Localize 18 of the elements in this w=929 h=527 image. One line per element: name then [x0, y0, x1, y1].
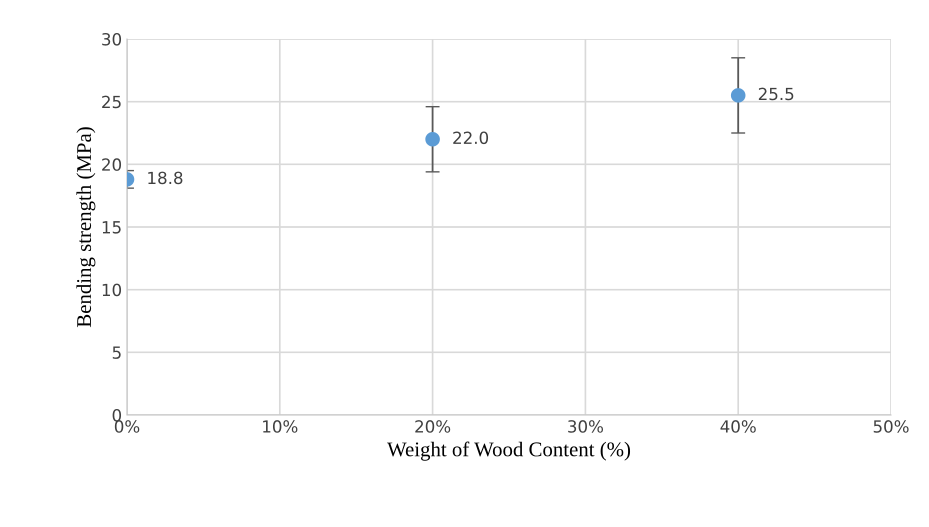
y-tick-label: 5 [112, 346, 121, 359]
x-tick-label: 10% [263, 420, 298, 433]
data-label: 18.8 [148, 172, 182, 184]
y-axis-title: Bending strength (MPa) [76, 127, 96, 328]
x-axis-title: Weight of Wood Content (%) [387, 442, 630, 461]
data-label: 22.0 [453, 131, 488, 144]
y-tick-label: 25 [102, 96, 121, 108]
y-tick-label: 30 [102, 32, 122, 46]
y-tick-label: 0 [112, 408, 122, 422]
data-label: 25.5 [758, 88, 794, 100]
x-tick-label: 20% [415, 420, 450, 433]
x-tick-label: 0% [114, 420, 140, 433]
y-tick-label: 15 [102, 221, 121, 234]
x-tick-label: 50% [874, 420, 909, 433]
y-tick-label: 10 [102, 284, 122, 296]
x-tick-label: 30% [568, 420, 603, 433]
y-tick-label: 20 [102, 158, 122, 171]
x-tick-label: 40% [720, 420, 756, 433]
